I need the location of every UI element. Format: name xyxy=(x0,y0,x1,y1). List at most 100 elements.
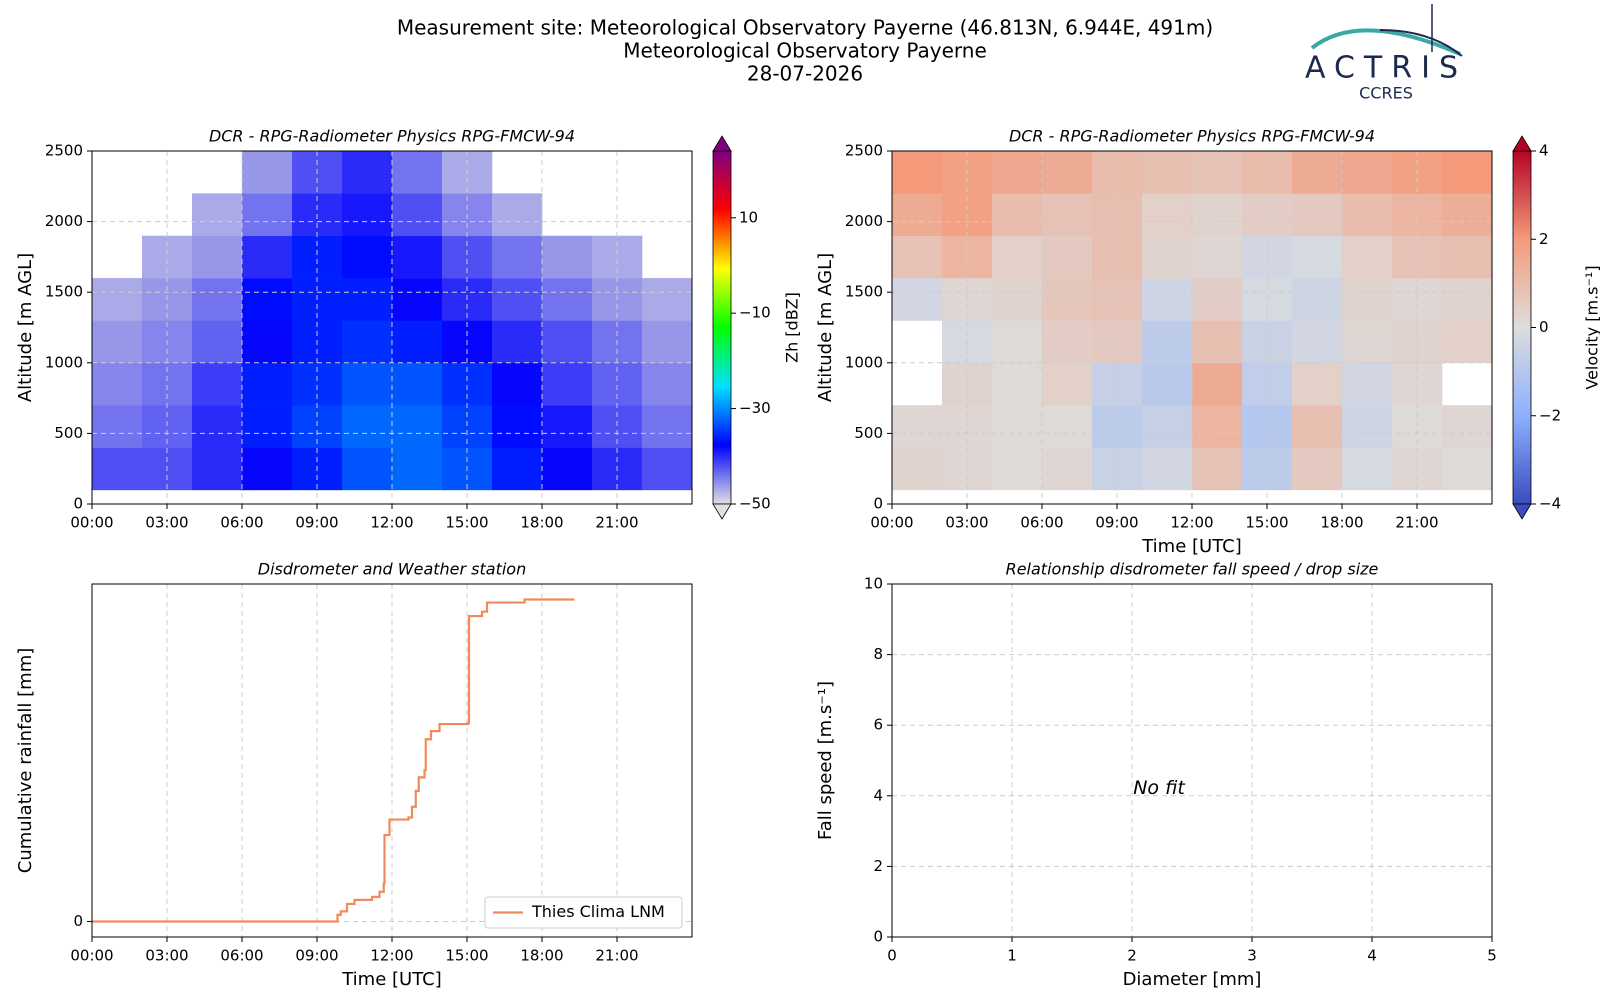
colorbar-extend xyxy=(1512,135,1532,152)
heatmap-cell xyxy=(92,405,143,448)
heatmap-cell xyxy=(342,278,393,321)
heatmap-cell xyxy=(392,405,443,448)
y-tick-label: 500 xyxy=(854,424,883,442)
heatmap-cell xyxy=(1292,193,1343,237)
heatmap-cell xyxy=(1442,405,1493,448)
heatmap-cell xyxy=(992,362,1043,406)
heatmap-cell xyxy=(392,320,443,364)
figure-date: 28-07-2026 xyxy=(747,62,863,86)
x-tick-label: 00:00 xyxy=(870,514,913,532)
heatmap-cell xyxy=(1042,151,1093,194)
heatmap-cell xyxy=(542,278,593,321)
y-axis-label: Fall speed [m.s⁻¹] xyxy=(815,681,836,840)
heatmap-cell xyxy=(1192,447,1243,491)
x-tick-label: 12:00 xyxy=(1170,514,1213,532)
x-tick-label: 15:00 xyxy=(1245,514,1288,532)
colorbar-extend xyxy=(1512,503,1532,520)
panel-title: Relationship disdrometer fall speed / dr… xyxy=(1006,560,1379,579)
y-tick-label: 4 xyxy=(873,786,883,804)
x-tick-label: 00:00 xyxy=(70,947,113,965)
heatmap-cell xyxy=(492,320,543,364)
heatmap-cell xyxy=(992,235,1043,279)
heatmap-cell xyxy=(1142,193,1193,237)
heatmap-cell xyxy=(642,405,693,448)
heatmap-cell xyxy=(242,235,293,279)
heatmap-cell xyxy=(492,362,543,406)
colorbar-label: Velocity [m.s⁻¹] xyxy=(1583,265,1600,389)
heatmap-cell xyxy=(342,405,393,448)
heatmap-cell xyxy=(892,447,943,491)
heatmap-cell xyxy=(342,193,393,237)
heatmap-cell xyxy=(642,320,693,364)
x-tick-label: 06:00 xyxy=(220,514,263,532)
y-tick-label: 1000 xyxy=(845,353,883,371)
heatmap-cell xyxy=(392,193,443,237)
x-tick-label: 18:00 xyxy=(1320,514,1363,532)
colorbar xyxy=(1512,150,1532,505)
x-tick-label: 00:00 xyxy=(70,514,113,532)
heatmap-cell xyxy=(542,235,593,279)
heatmap-cell xyxy=(242,320,293,364)
axes-frame xyxy=(891,150,1493,505)
panel: Relationship disdrometer fall speed / dr… xyxy=(815,560,1497,991)
colorbar-tick-label: −10 xyxy=(739,304,771,322)
figure-subtitle: Meteorological Observatory Payerne xyxy=(623,39,987,63)
heatmap-cell xyxy=(342,362,393,406)
heatmap-cell xyxy=(492,405,543,448)
heatmap-cell xyxy=(1192,193,1243,237)
heatmap-cell xyxy=(1192,405,1243,448)
x-axis-label: Time [UTC] xyxy=(1141,536,1242,557)
heatmap-cell xyxy=(1042,235,1093,279)
x-tick-label: 09:00 xyxy=(295,514,338,532)
heatmap-cell xyxy=(1342,235,1393,279)
heatmap-cell xyxy=(542,362,593,406)
heatmap-cell xyxy=(1342,278,1393,321)
heatmap-cell xyxy=(892,278,943,321)
heatmap-cell xyxy=(192,405,243,448)
heatmap-cell xyxy=(992,193,1043,237)
heatmap-cell xyxy=(492,193,543,237)
axes-frame xyxy=(891,583,1493,938)
heatmap-cell xyxy=(192,362,243,406)
x-tick-label: 09:00 xyxy=(295,947,338,965)
panel: Disdrometer and Weather station 00:00 03:0… xyxy=(15,560,693,990)
panel-title: DCR - RPG-Radiometer Physics RPG-FMCW-94 xyxy=(209,127,575,146)
colorbar-tick-label: 0 xyxy=(1539,318,1549,336)
y-tick-label: 8 xyxy=(873,645,883,663)
panel-title: DCR - RPG-Radiometer Physics RPG-FMCW-94 xyxy=(1009,127,1375,146)
heatmap-cell xyxy=(1342,193,1393,237)
x-tick-label: 06:00 xyxy=(220,947,263,965)
y-tick-label: 2000 xyxy=(845,212,883,230)
heatmap-cell xyxy=(392,362,443,406)
heatmap-cell xyxy=(1342,405,1393,448)
heatmap-cell xyxy=(1292,362,1343,406)
heatmap-cell xyxy=(1142,278,1193,321)
y-tick-label: 0 xyxy=(73,912,83,930)
heatmap-cell xyxy=(992,405,1043,448)
x-tick-label: 03:00 xyxy=(945,514,988,532)
heatmap-cell xyxy=(1042,362,1093,406)
x-tick-label: 21:00 xyxy=(595,514,638,532)
y-tick-label: 0 xyxy=(873,928,883,946)
heatmap-cell xyxy=(1292,278,1343,321)
annotation: No fit xyxy=(1133,777,1186,799)
x-tick-label: 1 xyxy=(1007,947,1017,965)
x-tick-label: 15:00 xyxy=(445,947,488,965)
data-line xyxy=(92,598,575,923)
colorbar-extend xyxy=(712,503,732,520)
heatmap-cell xyxy=(1292,151,1343,194)
heatmap-cell xyxy=(492,235,543,279)
heatmap-cell xyxy=(1042,405,1093,448)
logo-name: ACTRIS xyxy=(1305,51,1467,86)
y-tick-label: 1000 xyxy=(45,353,83,371)
y-axis-label: Altitude [m AGL] xyxy=(815,253,836,402)
heatmap-cell xyxy=(892,235,943,279)
colorbar-tick-label: −50 xyxy=(739,495,771,513)
colorbar-label: Zh [dBZ] xyxy=(783,292,802,363)
legend-label: Thies Clima LNM xyxy=(531,902,665,921)
x-tick-label: 2 xyxy=(1127,947,1137,965)
x-tick-label: 12:00 xyxy=(370,947,413,965)
heatmap-cell xyxy=(542,447,593,491)
logo-arc xyxy=(1310,28,1461,56)
y-axis-label: Cumulative rainfall [mm] xyxy=(15,648,36,874)
